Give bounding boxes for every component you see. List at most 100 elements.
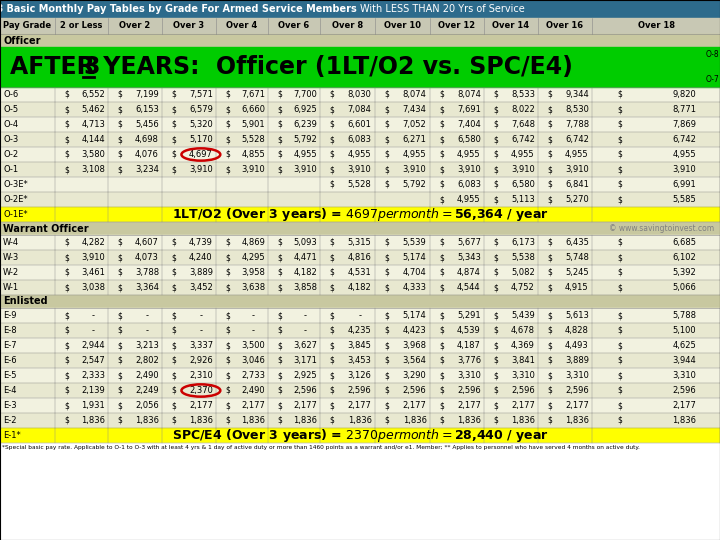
Text: $: $: [618, 90, 623, 99]
Text: Over 14: Over 14: [492, 22, 530, 30]
Text: $: $: [64, 371, 69, 380]
Text: 3,046: 3,046: [241, 356, 266, 365]
Text: 5,270: 5,270: [565, 195, 589, 204]
Bar: [0, 398, 720, 413]
Text: $: $: [618, 150, 623, 159]
Bar: [0, 235, 720, 250]
Text: 7,199: 7,199: [135, 90, 158, 99]
Text: 4,531: 4,531: [348, 268, 372, 277]
Text: $: $: [439, 195, 444, 204]
Text: $: $: [277, 165, 282, 174]
Text: $: $: [64, 105, 69, 114]
Text: 8,074: 8,074: [457, 90, 481, 99]
Text: $: $: [439, 356, 444, 365]
Text: 2,596: 2,596: [294, 386, 318, 395]
Text: $: $: [493, 386, 498, 395]
Text: 7,869: 7,869: [672, 120, 696, 129]
Text: 3,910: 3,910: [565, 165, 589, 174]
Text: $: $: [384, 356, 390, 365]
Text: 3,453: 3,453: [348, 356, 372, 365]
Text: $: $: [439, 135, 444, 144]
Text: $: $: [618, 341, 623, 350]
Text: 7,648: 7,648: [511, 120, 535, 129]
Bar: [0, 295, 720, 308]
Text: $: $: [277, 253, 282, 262]
Text: $: $: [330, 180, 335, 189]
Bar: [0, 353, 720, 368]
Text: 2,177: 2,177: [565, 401, 589, 410]
Text: 5,528: 5,528: [242, 135, 265, 144]
Text: $: $: [618, 416, 623, 425]
Text: 3,171: 3,171: [294, 356, 318, 365]
Text: 3,500: 3,500: [242, 341, 265, 350]
Text: $: $: [171, 268, 176, 277]
Text: $: $: [225, 341, 230, 350]
Text: 6,742: 6,742: [672, 135, 696, 144]
Text: $: $: [117, 371, 122, 380]
Text: $: $: [117, 283, 122, 292]
Text: $: $: [493, 268, 498, 277]
Text: $: $: [117, 356, 122, 365]
Text: 4,544: 4,544: [457, 283, 481, 292]
Text: 8,030: 8,030: [348, 90, 372, 99]
Text: $: $: [117, 238, 122, 247]
Bar: [0, 162, 720, 177]
Text: $: $: [225, 326, 230, 335]
Text: $: $: [117, 401, 122, 410]
Text: 4,678: 4,678: [511, 326, 535, 335]
Text: 6,083: 6,083: [457, 180, 481, 189]
Text: $: $: [439, 150, 444, 159]
Text: O-2: O-2: [3, 150, 18, 159]
Text: 4,955: 4,955: [457, 195, 481, 204]
Text: -: -: [145, 311, 148, 320]
Text: 7,788: 7,788: [564, 120, 589, 129]
Text: 2,249: 2,249: [135, 386, 158, 395]
Text: $: $: [439, 180, 444, 189]
Text: Over 6: Over 6: [279, 22, 310, 30]
Text: 4,539: 4,539: [457, 326, 481, 335]
Text: $: $: [171, 90, 176, 99]
Text: 5,613: 5,613: [565, 311, 589, 320]
Text: 1,836: 1,836: [189, 416, 213, 425]
Text: 4,240: 4,240: [189, 253, 212, 262]
Text: 3,627: 3,627: [294, 341, 318, 350]
Text: 6,239: 6,239: [294, 120, 318, 129]
Text: 3,910: 3,910: [81, 253, 105, 262]
Text: 2,177: 2,177: [348, 401, 372, 410]
Text: 3,910: 3,910: [457, 165, 481, 174]
Text: 3,889: 3,889: [189, 268, 213, 277]
Text: O-5: O-5: [3, 105, 18, 114]
Text: $: $: [171, 416, 176, 425]
Text: 3,290: 3,290: [402, 371, 426, 380]
Bar: [0, 132, 720, 147]
Text: $: $: [225, 311, 230, 320]
Bar: [0, 250, 720, 265]
Text: $: $: [439, 386, 444, 395]
Text: Warrant Officer: Warrant Officer: [3, 224, 89, 233]
Bar: [0, 280, 720, 295]
Text: 4,369: 4,369: [511, 341, 535, 350]
Bar: [0, 308, 720, 323]
Text: 5,343: 5,343: [457, 253, 481, 262]
Text: $: $: [225, 416, 230, 425]
Text: $: $: [493, 150, 498, 159]
Text: $: $: [439, 165, 444, 174]
Text: $: $: [64, 150, 69, 159]
Text: 3,968: 3,968: [402, 341, 426, 350]
Text: 4,955: 4,955: [457, 150, 481, 159]
Text: $: $: [493, 195, 498, 204]
Text: $: $: [171, 105, 176, 114]
Text: $: $: [277, 150, 282, 159]
Text: $: $: [277, 356, 282, 365]
Text: $: $: [618, 165, 623, 174]
Text: $: $: [618, 180, 623, 189]
Text: $: $: [547, 371, 552, 380]
Text: $: $: [384, 283, 390, 292]
Text: 6,173: 6,173: [511, 238, 535, 247]
Text: 8,533: 8,533: [511, 90, 535, 99]
Text: 8,022: 8,022: [511, 105, 535, 114]
Text: $: $: [618, 253, 623, 262]
Text: 6,742: 6,742: [511, 135, 535, 144]
Text: 3,038: 3,038: [81, 283, 105, 292]
Text: 9,344: 9,344: [565, 90, 589, 99]
